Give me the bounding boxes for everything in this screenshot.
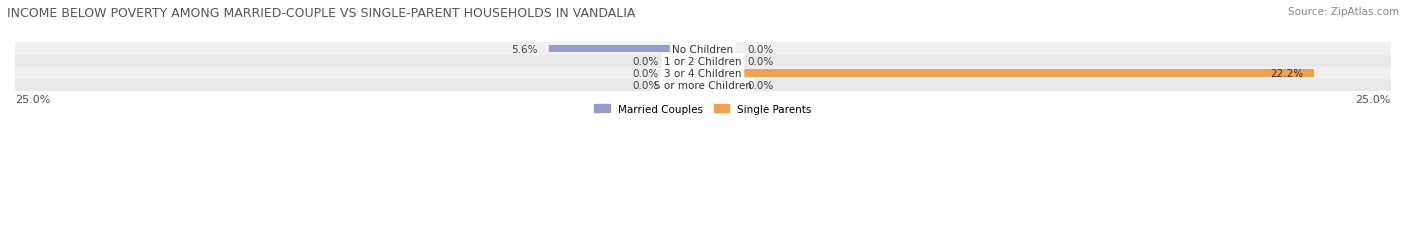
Text: 0.0%: 0.0% (633, 57, 659, 67)
Text: 0.0%: 0.0% (633, 69, 659, 79)
Text: 25.0%: 25.0% (1355, 94, 1391, 104)
Bar (703, 58, 735, 65)
Bar (671, 58, 703, 65)
Bar (703, 46, 735, 53)
Bar (671, 82, 703, 89)
Text: 0.0%: 0.0% (747, 57, 773, 67)
Text: 0.0%: 0.0% (633, 81, 659, 91)
Bar (548, 46, 703, 53)
Text: 5 or more Children: 5 or more Children (654, 81, 752, 91)
Text: 1 or 2 Children: 1 or 2 Children (664, 57, 742, 67)
Bar (15, 68, 1391, 80)
Text: 5.6%: 5.6% (512, 44, 538, 54)
Bar (703, 82, 735, 89)
Bar (703, 70, 1315, 77)
Text: No Children: No Children (672, 44, 734, 54)
Text: 0.0%: 0.0% (747, 44, 773, 54)
Text: 3 or 4 Children: 3 or 4 Children (664, 69, 742, 79)
Bar (15, 55, 1391, 68)
Text: 25.0%: 25.0% (15, 94, 51, 104)
Legend: Married Couples, Single Parents: Married Couples, Single Parents (591, 100, 815, 118)
Text: 0.0%: 0.0% (747, 81, 773, 91)
Text: Source: ZipAtlas.com: Source: ZipAtlas.com (1288, 7, 1399, 17)
Bar (15, 43, 1391, 55)
Text: 22.2%: 22.2% (1270, 69, 1303, 79)
Bar (15, 80, 1391, 92)
Text: INCOME BELOW POVERTY AMONG MARRIED-COUPLE VS SINGLE-PARENT HOUSEHOLDS IN VANDALI: INCOME BELOW POVERTY AMONG MARRIED-COUPL… (7, 7, 636, 20)
Bar (671, 70, 703, 77)
